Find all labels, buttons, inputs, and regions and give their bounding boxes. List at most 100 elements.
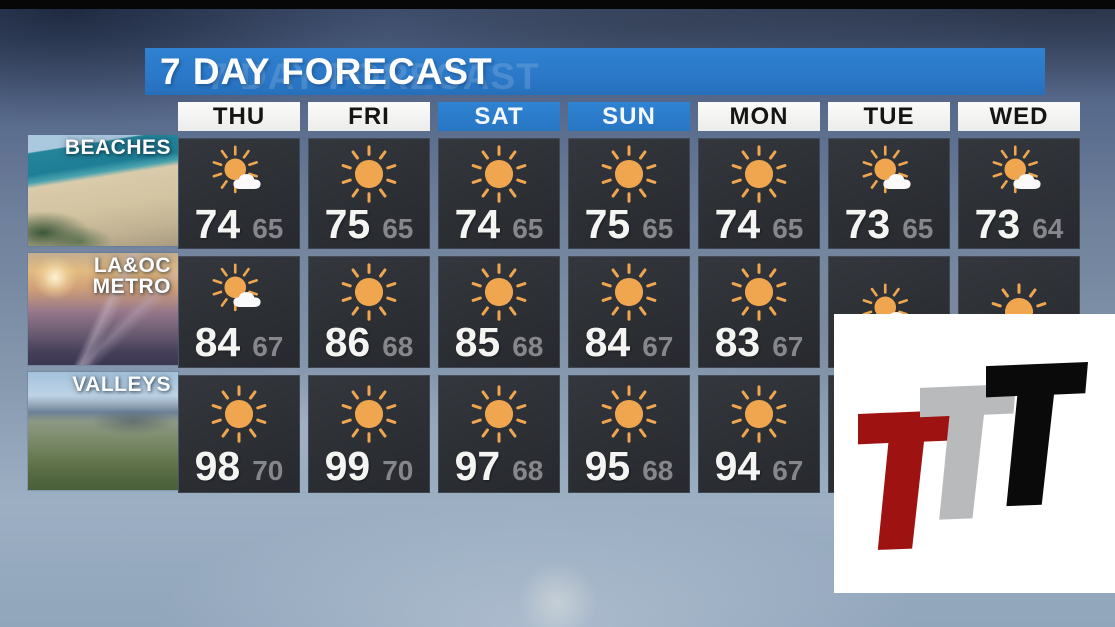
temps: 75 65 bbox=[325, 204, 414, 245]
condition-icon-wrap bbox=[469, 144, 529, 204]
sun-icon bbox=[601, 145, 657, 203]
sun-icon bbox=[601, 263, 657, 321]
sun-icon bbox=[731, 145, 787, 203]
sun-cloud-icon bbox=[992, 145, 1041, 194]
high-temp: 84 bbox=[194, 319, 241, 365]
la-oc-metro-photo: LA&OC METRO bbox=[28, 253, 178, 365]
forecast-cell-beaches-sun: 75 65 bbox=[568, 138, 690, 249]
region-label-text: BEACHES bbox=[64, 136, 171, 159]
forecast-grid: THU FRI SAT SUN MON TUE WED 74 65 75 65 74 65 75 6… bbox=[178, 102, 1080, 493]
temps: 84 67 bbox=[585, 322, 674, 363]
temps: 74 65 bbox=[715, 204, 804, 245]
region-label-beaches: BEACHES bbox=[65, 137, 171, 158]
condition-icon-wrap bbox=[469, 262, 529, 322]
high-temp: 97 bbox=[454, 443, 501, 489]
forecast-cell-valleys-fri: 99 70 bbox=[308, 375, 430, 493]
low-temp: 65 bbox=[512, 213, 544, 244]
forecast-cell-la-oc-metro-fri: 86 68 bbox=[308, 256, 430, 368]
forecast-cell-beaches-thu: 74 65 bbox=[178, 138, 300, 249]
high-temp: 75 bbox=[324, 201, 371, 247]
day-header-sat: SAT bbox=[438, 102, 560, 131]
sun-cloud-icon bbox=[212, 145, 261, 194]
condition-icon-wrap bbox=[599, 144, 659, 204]
sun-icon bbox=[341, 384, 397, 443]
sun-icon bbox=[471, 263, 527, 321]
forecast-cell-valleys-sat: 97 68 bbox=[438, 375, 560, 493]
low-temp: 67 bbox=[772, 331, 804, 362]
day-header-thu: THU bbox=[178, 102, 300, 131]
high-temp: 83 bbox=[714, 319, 761, 365]
low-temp: 65 bbox=[642, 213, 674, 244]
forecast-cell-la-oc-metro-mon: 83 67 bbox=[698, 256, 820, 368]
temps: 98 70 bbox=[195, 446, 284, 487]
temps: 73 65 bbox=[845, 204, 934, 245]
low-temp: 67 bbox=[772, 455, 804, 486]
condition-icon-wrap bbox=[209, 381, 269, 446]
region-label-valleys: VALLEYS bbox=[72, 374, 171, 395]
sun-icon bbox=[601, 384, 657, 443]
day-header-wed: WED bbox=[958, 102, 1080, 131]
forecast-cell-beaches-sat: 74 65 bbox=[438, 138, 560, 249]
low-temp: 67 bbox=[252, 331, 284, 362]
temps: 97 68 bbox=[455, 446, 544, 487]
forecast-cell-beaches-fri: 75 65 bbox=[308, 138, 430, 249]
condition-icon-wrap bbox=[729, 381, 789, 446]
high-temp: 73 bbox=[844, 201, 891, 247]
condition-icon-wrap bbox=[209, 144, 269, 204]
region-label-text: LA&OC bbox=[93, 254, 171, 277]
temps: 99 70 bbox=[325, 446, 414, 487]
title-ghost-echo: 7 DAY FORECAST bbox=[207, 56, 540, 97]
low-temp: 68 bbox=[382, 331, 414, 362]
temps: 75 65 bbox=[585, 204, 674, 245]
forecast-cell-valleys-mon: 94 67 bbox=[698, 375, 820, 493]
condition-icon-wrap bbox=[989, 144, 1049, 204]
forecast-cell-beaches-mon: 74 65 bbox=[698, 138, 820, 249]
condition-icon-wrap bbox=[209, 262, 269, 322]
beaches-photo: BEACHES bbox=[28, 135, 178, 246]
valleys-photo: VALLEYS bbox=[28, 372, 178, 490]
low-temp: 68 bbox=[642, 455, 674, 486]
sun-icon bbox=[471, 384, 527, 443]
region-label-metro: LA&OC METRO bbox=[93, 255, 171, 298]
low-temp: 70 bbox=[252, 455, 284, 486]
letterbox-top-bar bbox=[0, 0, 1115, 9]
temps: 86 68 bbox=[325, 322, 414, 363]
low-temp: 68 bbox=[512, 331, 544, 362]
temps: 94 67 bbox=[715, 446, 804, 487]
high-temp: 74 bbox=[194, 201, 241, 247]
high-temp: 98 bbox=[194, 443, 241, 489]
high-temp: 85 bbox=[454, 319, 501, 365]
condition-icon-wrap bbox=[599, 262, 659, 322]
temps: 85 68 bbox=[455, 322, 544, 363]
forecast-title-bar: 7 DAY FORECAST 7 DAY FORECAST bbox=[145, 48, 1045, 97]
region-label-text: METRO bbox=[92, 275, 171, 299]
high-temp: 74 bbox=[454, 201, 501, 247]
condition-icon-wrap bbox=[469, 381, 529, 446]
temps: 74 65 bbox=[195, 204, 284, 245]
condition-icon-wrap bbox=[859, 144, 919, 204]
day-header-tue: TUE bbox=[828, 102, 950, 131]
forecast-cell-la-oc-metro-sat: 85 68 bbox=[438, 256, 560, 368]
low-temp: 65 bbox=[772, 213, 804, 244]
temps: 83 67 bbox=[715, 322, 804, 363]
low-temp: 65 bbox=[382, 213, 414, 244]
high-temp: 84 bbox=[584, 319, 631, 365]
forecast-cell-valleys-sun: 95 68 bbox=[568, 375, 690, 493]
forecast-cell-la-oc-metro-sun: 84 67 bbox=[568, 256, 690, 368]
high-temp: 74 bbox=[714, 201, 761, 247]
temps: 95 68 bbox=[585, 446, 674, 487]
condition-icon-wrap bbox=[339, 381, 399, 446]
sun-icon bbox=[341, 263, 397, 321]
page-title: 7 DAY FORECAST bbox=[160, 51, 493, 92]
high-temp: 73 bbox=[974, 201, 1021, 247]
day-header-mon: MON bbox=[698, 102, 820, 131]
low-temp: 65 bbox=[902, 213, 934, 244]
condition-icon-wrap bbox=[599, 381, 659, 446]
sun-cloud-icon bbox=[862, 145, 911, 194]
forecast-cell-la-oc-metro-thu: 84 67 bbox=[178, 256, 300, 368]
sun-icon bbox=[731, 384, 787, 443]
station-logo-box bbox=[834, 314, 1115, 593]
high-temp: 99 bbox=[324, 443, 371, 489]
high-temp: 95 bbox=[584, 443, 631, 489]
